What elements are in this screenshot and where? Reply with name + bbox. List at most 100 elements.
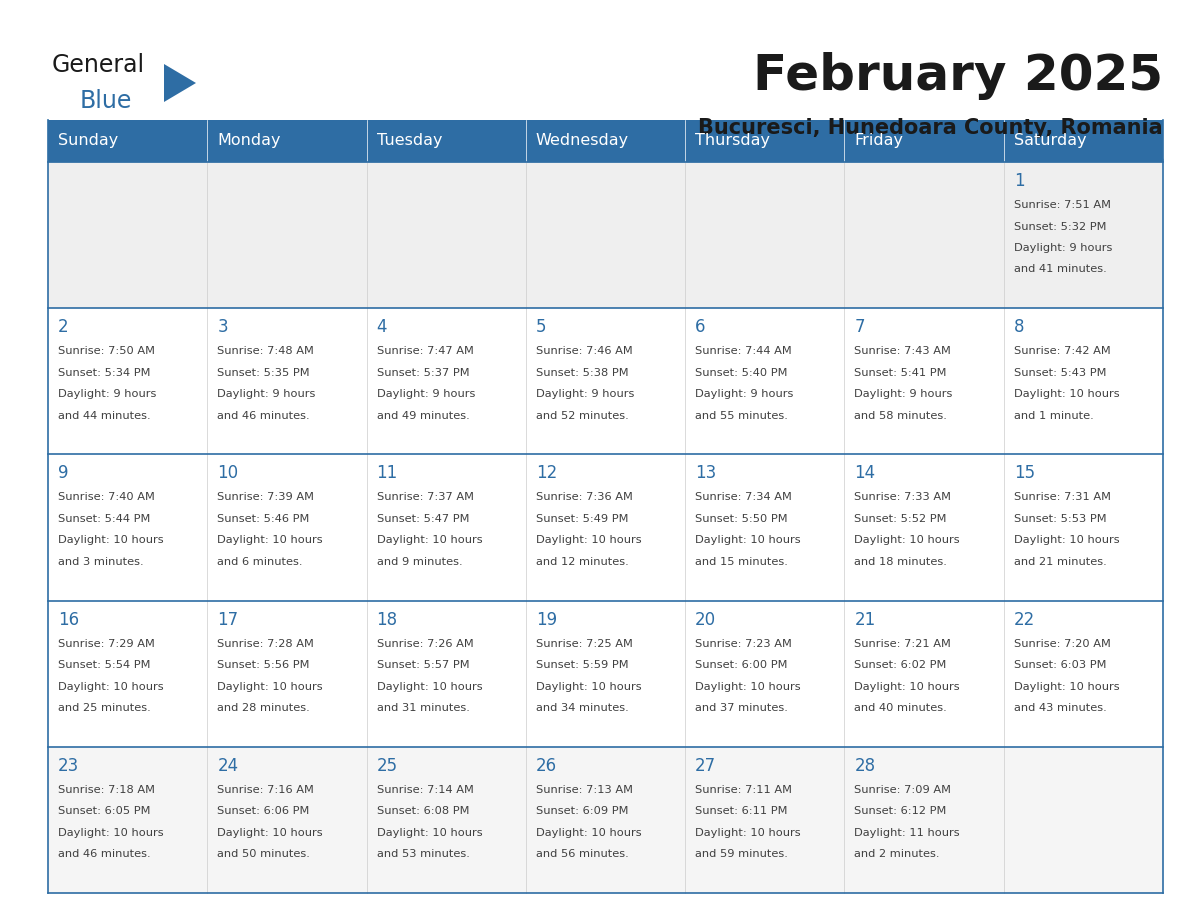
Text: Daylight: 9 hours: Daylight: 9 hours (58, 389, 157, 399)
Text: Daylight: 10 hours: Daylight: 10 hours (695, 828, 801, 838)
Text: 11: 11 (377, 465, 398, 482)
Bar (1004, 308, 1163, 454)
Text: 19: 19 (536, 610, 557, 629)
Text: Friday: Friday (854, 133, 903, 149)
Text: and 28 minutes.: and 28 minutes. (217, 703, 310, 713)
Text: Sunset: 5:40 PM: Sunset: 5:40 PM (695, 368, 788, 377)
Text: 28: 28 (854, 756, 876, 775)
Text: Bucuresci, Hunedoara County, Romania: Bucuresci, Hunedoara County, Romania (699, 118, 1163, 138)
Text: and 1 minute.: and 1 minute. (1013, 410, 1093, 420)
Text: Daylight: 10 hours: Daylight: 10 hours (854, 681, 960, 691)
Text: and 46 minutes.: and 46 minutes. (58, 849, 151, 859)
Text: Sunrise: 7:18 AM: Sunrise: 7:18 AM (58, 785, 154, 795)
Text: and 53 minutes.: and 53 minutes. (377, 849, 469, 859)
Text: Sunrise: 7:47 AM: Sunrise: 7:47 AM (377, 346, 474, 356)
Text: Sunrise: 7:21 AM: Sunrise: 7:21 AM (854, 639, 952, 649)
Text: Sunset: 5:35 PM: Sunset: 5:35 PM (217, 368, 310, 377)
Bar (845, 120, 1004, 162)
Bar (367, 454, 526, 600)
Text: Sunset: 6:00 PM: Sunset: 6:00 PM (695, 660, 788, 670)
Text: Sunset: 5:53 PM: Sunset: 5:53 PM (1013, 514, 1106, 524)
Bar (526, 308, 685, 454)
Text: 25: 25 (377, 756, 398, 775)
Text: 8: 8 (1013, 319, 1024, 336)
Text: Sunset: 6:05 PM: Sunset: 6:05 PM (58, 806, 151, 816)
Text: and 15 minutes.: and 15 minutes. (695, 557, 788, 567)
Bar (526, 162, 685, 308)
Text: Sunset: 5:57 PM: Sunset: 5:57 PM (377, 660, 469, 670)
Text: 22: 22 (1013, 610, 1035, 629)
Bar (685, 454, 845, 600)
Bar (367, 120, 526, 162)
Text: 15: 15 (1013, 465, 1035, 482)
Polygon shape (164, 64, 196, 102)
Text: Sunrise: 7:36 AM: Sunrise: 7:36 AM (536, 492, 633, 502)
Bar (526, 454, 685, 600)
Text: Daylight: 10 hours: Daylight: 10 hours (1013, 535, 1119, 545)
Text: 12: 12 (536, 465, 557, 482)
Text: Sunrise: 7:43 AM: Sunrise: 7:43 AM (854, 346, 952, 356)
Bar (367, 600, 526, 747)
Text: and 46 minutes.: and 46 minutes. (217, 410, 310, 420)
Text: Sunset: 6:03 PM: Sunset: 6:03 PM (1013, 660, 1106, 670)
Text: Daylight: 10 hours: Daylight: 10 hours (536, 681, 642, 691)
Text: and 34 minutes.: and 34 minutes. (536, 703, 628, 713)
Bar (48, 747, 207, 893)
Text: Sunrise: 7:23 AM: Sunrise: 7:23 AM (695, 639, 792, 649)
Text: and 37 minutes.: and 37 minutes. (695, 703, 788, 713)
Text: and 49 minutes.: and 49 minutes. (377, 410, 469, 420)
Text: Sunset: 5:54 PM: Sunset: 5:54 PM (58, 660, 151, 670)
Text: 16: 16 (58, 610, 80, 629)
Text: 17: 17 (217, 610, 239, 629)
Text: Sunset: 5:34 PM: Sunset: 5:34 PM (58, 368, 151, 377)
Text: Sunset: 5:49 PM: Sunset: 5:49 PM (536, 514, 628, 524)
Bar (845, 162, 1004, 308)
Bar (1004, 747, 1163, 893)
Text: Sunrise: 7:50 AM: Sunrise: 7:50 AM (58, 346, 154, 356)
Bar (685, 162, 845, 308)
Text: 27: 27 (695, 756, 716, 775)
Text: 4: 4 (377, 319, 387, 336)
Text: Sunset: 6:02 PM: Sunset: 6:02 PM (854, 660, 947, 670)
Text: and 55 minutes.: and 55 minutes. (695, 410, 788, 420)
Text: and 6 minutes.: and 6 minutes. (217, 557, 303, 567)
Bar (685, 747, 845, 893)
Text: Daylight: 10 hours: Daylight: 10 hours (695, 535, 801, 545)
Text: and 56 minutes.: and 56 minutes. (536, 849, 628, 859)
Text: Monday: Monday (217, 133, 280, 149)
Text: Sunrise: 7:31 AM: Sunrise: 7:31 AM (1013, 492, 1111, 502)
Text: Daylight: 10 hours: Daylight: 10 hours (854, 535, 960, 545)
Text: 7: 7 (854, 319, 865, 336)
Text: and 44 minutes.: and 44 minutes. (58, 410, 151, 420)
Bar (48, 308, 207, 454)
Text: 14: 14 (854, 465, 876, 482)
Text: Tuesday: Tuesday (377, 133, 442, 149)
Text: Daylight: 10 hours: Daylight: 10 hours (217, 828, 323, 838)
Text: 26: 26 (536, 756, 557, 775)
Bar (845, 600, 1004, 747)
Text: Sunset: 5:46 PM: Sunset: 5:46 PM (217, 514, 310, 524)
Text: Daylight: 10 hours: Daylight: 10 hours (536, 535, 642, 545)
Bar (1004, 120, 1163, 162)
Bar (1004, 454, 1163, 600)
Text: Daylight: 9 hours: Daylight: 9 hours (377, 389, 475, 399)
Bar (1004, 162, 1163, 308)
Text: and 43 minutes.: and 43 minutes. (1013, 703, 1106, 713)
Text: 9: 9 (58, 465, 69, 482)
Bar (207, 308, 367, 454)
Text: Wednesday: Wednesday (536, 133, 628, 149)
Text: Sunset: 5:50 PM: Sunset: 5:50 PM (695, 514, 788, 524)
Text: Daylight: 9 hours: Daylight: 9 hours (695, 389, 794, 399)
Text: 5: 5 (536, 319, 546, 336)
Text: Daylight: 10 hours: Daylight: 10 hours (217, 535, 323, 545)
Text: Sunrise: 7:20 AM: Sunrise: 7:20 AM (1013, 639, 1111, 649)
Text: Sunset: 5:56 PM: Sunset: 5:56 PM (217, 660, 310, 670)
Text: Sunset: 5:44 PM: Sunset: 5:44 PM (58, 514, 151, 524)
Text: Daylight: 10 hours: Daylight: 10 hours (377, 535, 482, 545)
Text: Daylight: 10 hours: Daylight: 10 hours (695, 681, 801, 691)
Text: Daylight: 9 hours: Daylight: 9 hours (217, 389, 316, 399)
Text: Saturday: Saturday (1013, 133, 1086, 149)
Text: Sunrise: 7:51 AM: Sunrise: 7:51 AM (1013, 200, 1111, 210)
Bar (845, 747, 1004, 893)
Text: Sunset: 6:09 PM: Sunset: 6:09 PM (536, 806, 628, 816)
